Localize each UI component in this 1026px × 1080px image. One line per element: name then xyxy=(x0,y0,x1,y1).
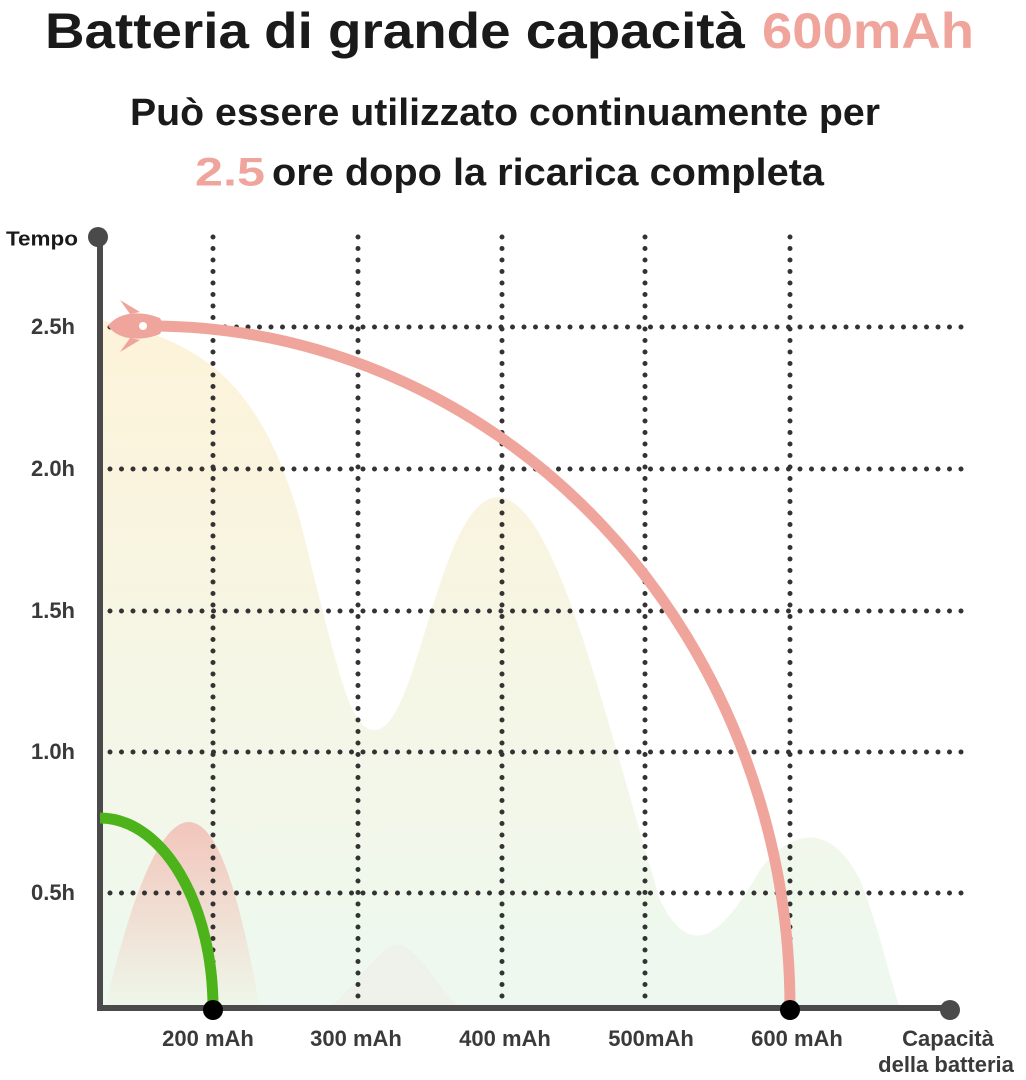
x-tick-label: 200 mAh xyxy=(162,1026,254,1051)
end-point xyxy=(203,1000,223,1020)
x-axis-label: Capacità xyxy=(902,1026,994,1051)
x-axis-label: della batteria xyxy=(878,1052,1014,1077)
y-tick-label: 1.5h xyxy=(31,598,75,623)
x-tick-label: 500mAh xyxy=(608,1026,694,1051)
y-tick-label: 0.5h xyxy=(31,880,75,905)
y-tick-label: 2.5h xyxy=(31,314,75,339)
rocket-icon xyxy=(108,300,164,352)
title: Batteria di grande capacità 600mAh Può e… xyxy=(45,3,974,194)
title-highlight: 600mAh xyxy=(762,3,974,59)
title-text: Batteria di grande capacità xyxy=(45,3,745,59)
x-tick-label: 300 mAh xyxy=(310,1026,402,1051)
green-arc xyxy=(99,812,219,1009)
x-tick-label: 600 mAh xyxy=(751,1026,843,1051)
mound xyxy=(105,821,260,1008)
y-tick-label: 1.0h xyxy=(31,739,75,764)
grid xyxy=(107,234,968,1003)
axes xyxy=(88,227,960,1020)
y-axis-label: Tempo xyxy=(6,228,78,250)
pink-arc xyxy=(149,320,796,1009)
mound xyxy=(330,944,460,1008)
end-point xyxy=(780,1000,800,1020)
subtitle: ore dopo la ricarica completa xyxy=(272,152,825,194)
subtitle: Può essere utilizzato continuamente per xyxy=(130,92,880,134)
labels: Tempo 2.5h 2.0h 1.5h 1.0h 0.5h 200 mAh 3… xyxy=(6,228,1015,1077)
axis-end xyxy=(940,1000,960,1020)
y-tick-label: 2.0h xyxy=(31,456,75,481)
subtitle-highlight: 2.5 xyxy=(195,151,265,195)
axis-end xyxy=(88,227,108,247)
x-tick-label: 400 mAh xyxy=(459,1026,551,1051)
